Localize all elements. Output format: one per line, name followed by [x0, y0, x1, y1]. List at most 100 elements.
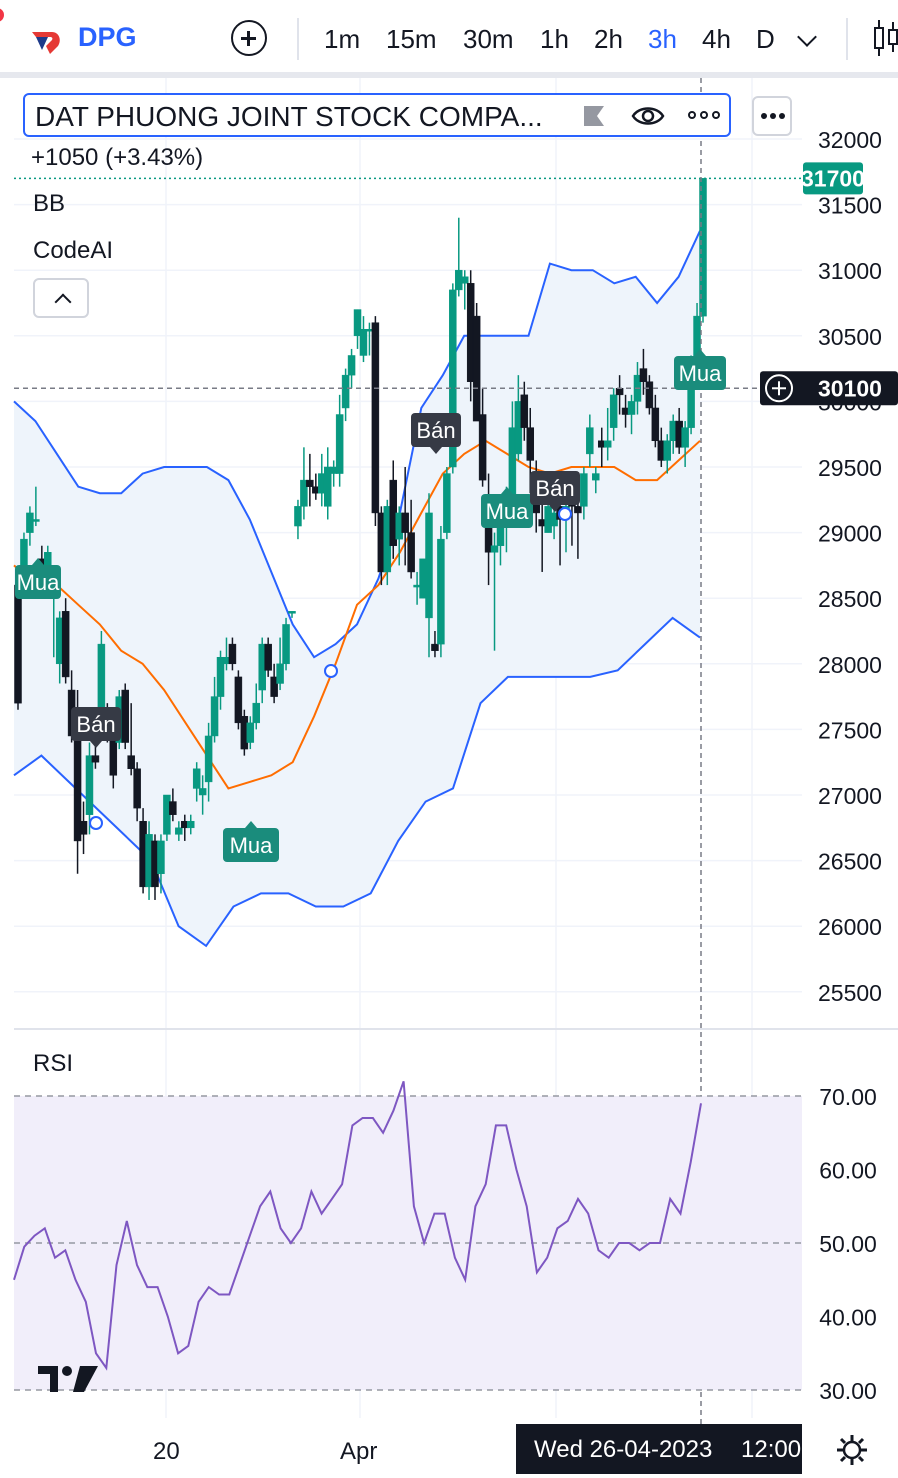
- signal-box: [71, 707, 121, 741]
- candle: [455, 217, 463, 297]
- candle: [210, 676, 219, 743]
- rsi-axis-label: 30.00: [819, 1378, 877, 1404]
- candle: [234, 670, 243, 730]
- candle-body: [61, 611, 70, 678]
- candle-body: [371, 322, 380, 514]
- candle: [431, 631, 439, 658]
- candle: [663, 434, 672, 474]
- more-horizontal-icon[interactable]: [687, 109, 721, 121]
- interval-1m[interactable]: 1m: [324, 24, 361, 54]
- candle-body: [14, 584, 22, 704]
- candle: [32, 486, 40, 527]
- chart-canvas[interactable]: MuaBánMuaBánMuaBánMua3200031500310003050…: [0, 78, 898, 1478]
- candle-body: [234, 676, 243, 724]
- candle: [335, 394, 344, 487]
- candle-body: [192, 768, 201, 789]
- crosshair-time: 12:00: [741, 1436, 802, 1463]
- chevron-down-icon[interactable]: [797, 27, 817, 47]
- candle: [157, 834, 165, 894]
- interval-15m[interactable]: 15m: [386, 24, 437, 54]
- settings-gear-icon[interactable]: [836, 1434, 868, 1466]
- candle-body: [335, 414, 344, 474]
- candle-body: [91, 755, 100, 763]
- indicator-bb-label[interactable]: BB: [33, 190, 66, 217]
- x-tick-20: 20: [153, 1438, 180, 1465]
- signal-text: Bán: [416, 418, 455, 443]
- indicator-codeai-label[interactable]: CodeAI: [33, 237, 114, 264]
- interval-2h[interactable]: 2h: [594, 24, 623, 54]
- candle-body: [663, 440, 672, 461]
- candles-chart-type-icon[interactable]: [872, 18, 898, 58]
- candle-body: [127, 755, 135, 770]
- candle-body: [407, 532, 415, 573]
- candle-body: [282, 624, 290, 665]
- candle: [276, 637, 284, 691]
- candle: [198, 775, 207, 815]
- toolbar-divider: [846, 18, 848, 60]
- candle-body: [228, 643, 237, 665]
- symbol-name[interactable]: DPG: [78, 22, 137, 52]
- candle: [323, 447, 332, 520]
- bb-basis-line: [13, 439, 701, 790]
- price-axis-label: 28500: [818, 586, 882, 612]
- legend-title-box[interactable]: DAT PHUONG JOINT STOCK COMPA...: [23, 93, 731, 137]
- interval-4h[interactable]: 4h: [702, 24, 731, 54]
- interval-30m[interactable]: 30m: [463, 24, 514, 54]
- price-axis-label: 27500: [818, 717, 882, 743]
- crosshair-price-tag: 30100: [760, 371, 898, 406]
- candle-body: [288, 611, 296, 614]
- collapse-legend-button[interactable]: [33, 278, 89, 318]
- candle-body: [252, 702, 261, 724]
- signal-marker: [558, 507, 572, 521]
- x-tick-apr: Apr: [340, 1438, 378, 1465]
- candle: [26, 506, 34, 546]
- candle: [228, 637, 237, 671]
- compare-add-button[interactable]: [231, 20, 267, 56]
- candle: [294, 499, 302, 540]
- signal-text: Bán: [535, 476, 574, 501]
- flag-icon[interactable]: [582, 105, 606, 127]
- candle-body: [586, 427, 594, 455]
- candle: [186, 814, 195, 835]
- candle-body: [169, 801, 177, 815]
- candle: [288, 611, 296, 618]
- candle-body: [449, 289, 457, 468]
- last-price-tag-bg: [803, 162, 863, 195]
- candle-body: [437, 538, 445, 645]
- candle-body: [157, 840, 165, 874]
- interval-d[interactable]: D: [756, 24, 775, 54]
- candle-body: [639, 368, 648, 382]
- signal-sell-label: Bán: [411, 413, 461, 454]
- candle: [192, 762, 201, 802]
- candle-body: [216, 656, 225, 697]
- candle: [580, 467, 588, 520]
- indicator-rsi-label[interactable]: RSI: [33, 1050, 74, 1077]
- candle-body: [401, 512, 409, 533]
- candle: [347, 348, 356, 389]
- candle-body: [204, 735, 213, 783]
- candle: [359, 316, 368, 363]
- interval-1h[interactable]: 1h: [540, 24, 569, 54]
- rsi-axis-label: 40.00: [819, 1305, 877, 1331]
- signal-text: Bán: [76, 712, 115, 737]
- candle: [609, 388, 618, 441]
- crosshair-price-bg: [760, 371, 898, 406]
- signal-marker: [89, 816, 103, 830]
- signal-marker: [324, 664, 338, 678]
- candle: [639, 348, 648, 395]
- candle-body: [85, 755, 94, 815]
- symbol-logo-icon: [32, 32, 60, 54]
- candle: [306, 453, 314, 507]
- signal-sell-label: Bán: [71, 707, 121, 748]
- candle-body: [681, 427, 689, 448]
- legend-menu-button[interactable]: [752, 96, 792, 136]
- candle: [175, 821, 183, 841]
- candle: [61, 598, 70, 684]
- bb-fill: [14, 230, 700, 946]
- eye-icon[interactable]: [631, 103, 665, 129]
- candle: [264, 637, 272, 677]
- candle-body: [264, 643, 272, 671]
- candle-body: [592, 473, 600, 481]
- candle-body: [300, 479, 308, 507]
- interval-3h[interactable]: 3h: [648, 24, 677, 54]
